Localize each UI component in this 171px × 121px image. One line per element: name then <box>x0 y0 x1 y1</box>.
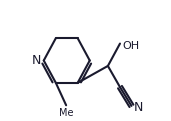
Text: Me: Me <box>59 108 73 118</box>
Text: N: N <box>133 101 143 114</box>
Text: N: N <box>31 54 41 67</box>
Text: OH: OH <box>122 41 139 51</box>
